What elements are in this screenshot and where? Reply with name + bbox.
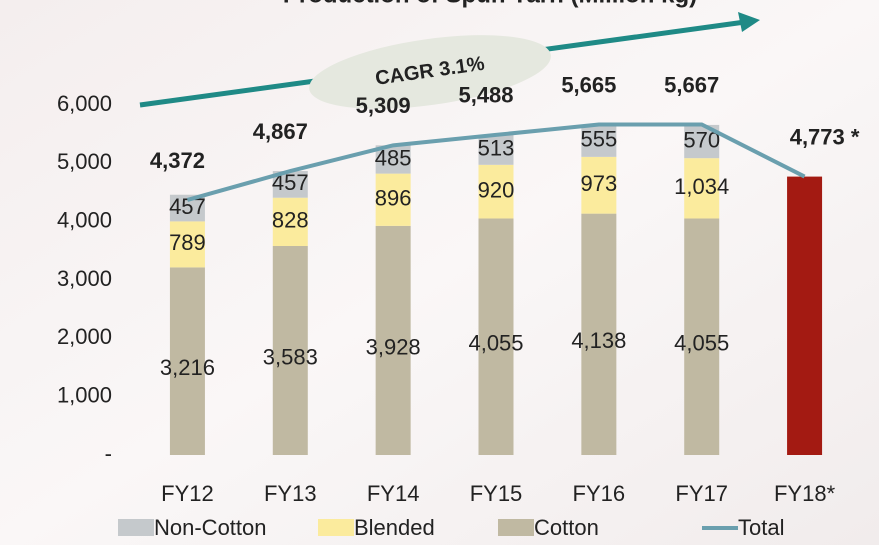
bar-segment (169, 267, 205, 455)
cagr-ellipse (309, 35, 551, 109)
bar-segment (684, 158, 720, 219)
x-tick-label: FY17 (675, 481, 728, 506)
legend-label: Cotton (534, 515, 599, 540)
total-label: 5,488 (458, 83, 513, 108)
bar-segment (581, 156, 617, 214)
x-tick-label: FY12 (161, 481, 214, 506)
x-tick-label: FY18* (774, 481, 836, 506)
segment-label: 555 (580, 127, 617, 152)
total-label: 4,867 (253, 119, 308, 144)
legend-label: Non-Cotton (154, 515, 267, 540)
segment-label: 789 (169, 230, 206, 255)
bar-segment (375, 173, 411, 226)
bar-segment (684, 218, 720, 455)
segment-label: 1,034 (674, 174, 729, 199)
total-label: 4,773 * (790, 124, 860, 149)
segment-label: 896 (375, 186, 412, 211)
y-tick-label: 6,000 (57, 91, 112, 116)
total-bar (787, 176, 823, 455)
bar-segment (478, 134, 514, 165)
bar-segment (169, 221, 205, 268)
total-label: 5,665 (561, 72, 616, 97)
legend-label: Blended (354, 515, 435, 540)
bar-segment (272, 246, 308, 455)
segment-label: 3,583 (263, 344, 318, 369)
total-line (186, 122, 806, 202)
segment-label: 920 (478, 177, 515, 202)
y-tick-label: 4,000 (57, 207, 112, 232)
bar-segment (375, 225, 411, 455)
bar-segment (272, 197, 308, 247)
cagr-arrowhead (738, 12, 760, 32)
segment-label: 3,216 (160, 355, 215, 380)
segment-label: 4,055 (468, 331, 523, 356)
y-tick-label: 1,000 (57, 382, 112, 407)
x-tick-label: FY15 (470, 481, 523, 506)
total-label: 5,667 (664, 72, 719, 97)
segment-label: 3,928 (366, 334, 421, 359)
x-tick-label: FY13 (264, 481, 317, 506)
y-tick-label: 3,000 (57, 266, 112, 291)
bar-segment (581, 213, 617, 455)
bar-segment (581, 124, 617, 157)
y-tick-label: - (105, 441, 112, 466)
bar-segment (478, 164, 514, 219)
legend-swatch (318, 519, 354, 536)
total-label: 4,372 (150, 148, 205, 173)
segment-label: 513 (478, 136, 515, 161)
legend-label: Total (738, 515, 784, 540)
legend-swatch (118, 519, 154, 536)
y-tick-label: 5,000 (57, 149, 112, 174)
segment-label: 4,055 (674, 331, 729, 356)
legend-swatch (498, 519, 534, 536)
segment-label: 973 (580, 171, 617, 196)
chart-title: Production of Spun Yarn (Million kg) (283, 0, 697, 8)
segment-label: 4,138 (571, 328, 626, 353)
bar-segment (478, 218, 514, 455)
x-tick-label: FY14 (367, 481, 420, 506)
total-label: 5,309 (356, 93, 411, 118)
y-tick-label: 2,000 (57, 324, 112, 349)
x-tick-label: FY16 (573, 481, 626, 506)
segment-label: 828 (272, 208, 309, 233)
